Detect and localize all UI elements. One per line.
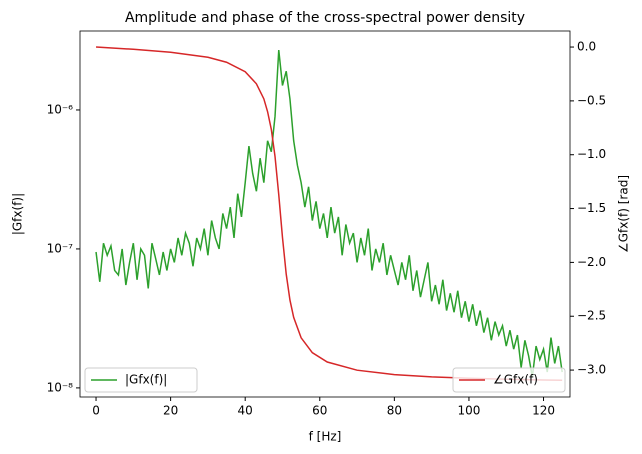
y-axis-label: |Gfx(f)| bbox=[11, 193, 25, 235]
data-line bbox=[95, 49, 563, 378]
legend-box bbox=[84, 367, 198, 393]
plot-frame bbox=[79, 30, 571, 398]
x-tick-label: 100 bbox=[457, 404, 480, 418]
y2-tick-label: −3.0 bbox=[577, 363, 606, 377]
y-tick-label: 10⁻⁷ bbox=[47, 241, 74, 255]
x-axis-label: f [Hz] bbox=[309, 430, 342, 444]
y-tick-label: 10⁻⁸ bbox=[47, 380, 74, 394]
x-tick-label: 20 bbox=[163, 404, 178, 418]
legend-box bbox=[452, 367, 566, 393]
y2-tick-label: −1.5 bbox=[577, 201, 606, 215]
x-tick-label: 120 bbox=[532, 404, 555, 418]
chart-title: Amplitude and phase of the cross-spectra… bbox=[125, 10, 525, 26]
y2-axis-label: ∠Gfx(f) [rad] bbox=[617, 175, 631, 253]
y2-tick-label: −1.0 bbox=[577, 147, 606, 161]
y2-tick-label: 0.0 bbox=[577, 40, 596, 54]
x-tick-label: 60 bbox=[312, 404, 327, 418]
y2-tick-label: −0.5 bbox=[577, 93, 606, 107]
y2-tick-label: −2.5 bbox=[577, 309, 606, 323]
y2-tick-label: −2.0 bbox=[577, 255, 606, 269]
y-tick-label: 10⁻⁶ bbox=[47, 102, 74, 116]
data-line bbox=[95, 46, 563, 382]
x-tick-label: 80 bbox=[387, 404, 402, 418]
x-tick-label: 40 bbox=[238, 404, 253, 418]
legend-label: |Gfx(f)| bbox=[125, 373, 167, 387]
legend-label: ∠Gfx(f) bbox=[493, 373, 538, 387]
x-tick-label: 0 bbox=[92, 404, 100, 418]
